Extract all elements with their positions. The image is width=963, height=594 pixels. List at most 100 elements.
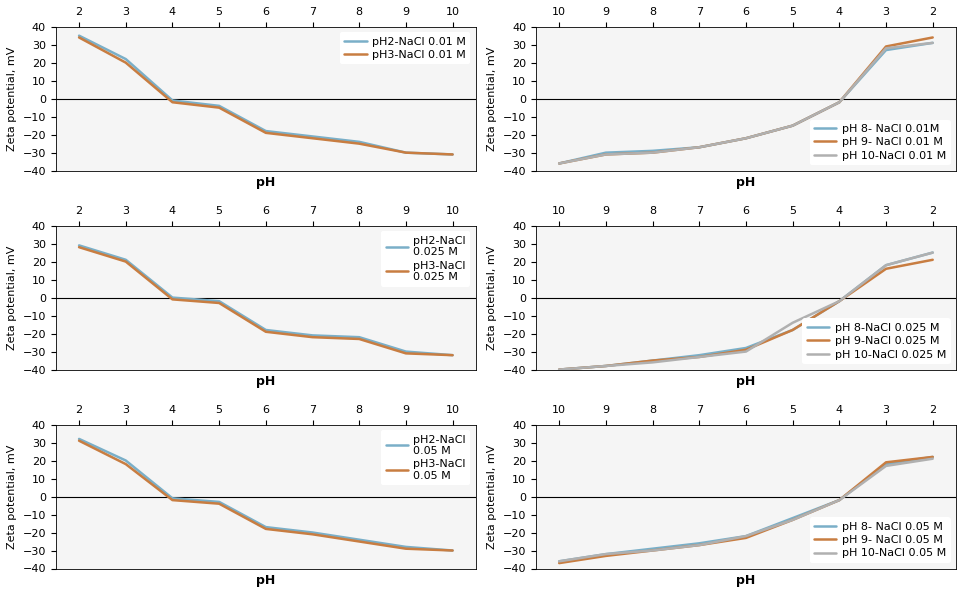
pH3-NaCl
0.025 M (353, 336, 365, 343)
Y-axis label: Zeta potential, mV: Zeta potential, mV (7, 46, 17, 151)
pH3-NaCl
0.025 M (73, 244, 85, 251)
X-axis label: pH: pH (737, 574, 756, 587)
Line: pH2-NaCl
0.05 M: pH2-NaCl 0.05 M (79, 439, 453, 551)
pH3-NaCl
0.05 M (447, 547, 458, 554)
pH 9-NaCl 0.025 M (600, 362, 612, 369)
pH 10-NaCl 0.05 M (880, 462, 892, 469)
pH3-NaCl 0.01 M (260, 129, 272, 137)
pH3-NaCl
0.05 M (307, 531, 319, 538)
pH 8- NaCl 0.05 M (693, 540, 705, 547)
X-axis label: pH: pH (256, 574, 275, 587)
Line: pH 10-NaCl 0.01 M: pH 10-NaCl 0.01 M (560, 43, 933, 163)
pH 9- NaCl 0.05 M (741, 535, 752, 542)
pH 10-NaCl 0.05 M (554, 558, 565, 565)
pH 10-NaCl 0.025 M (787, 319, 798, 326)
pH 8- NaCl 0.05 M (834, 497, 846, 504)
Line: pH 10-NaCl 0.05 M: pH 10-NaCl 0.05 M (560, 459, 933, 561)
Y-axis label: Zeta potential, mV: Zeta potential, mV (487, 46, 497, 151)
pH2-NaCl 0.01 M (120, 55, 132, 62)
pH 9-NaCl 0.025 M (693, 353, 705, 361)
pH3-NaCl
0.025 M (447, 352, 458, 359)
X-axis label: pH: pH (256, 375, 275, 388)
pH 9- NaCl 0.05 M (787, 516, 798, 523)
pH 8- NaCl 0.01M (647, 147, 659, 154)
pH2-NaCl
0.025 M (73, 242, 85, 249)
pH2-NaCl
0.05 M (120, 457, 132, 464)
pH 8- NaCl 0.01M (693, 144, 705, 151)
pH3-NaCl
0.025 M (307, 334, 319, 341)
pH2-NaCl
0.025 M (307, 332, 319, 339)
pH2-NaCl 0.01 M (401, 149, 412, 156)
pH2-NaCl
0.025 M (260, 327, 272, 334)
Line: pH 9- NaCl 0.05 M: pH 9- NaCl 0.05 M (560, 457, 933, 563)
X-axis label: pH: pH (737, 375, 756, 388)
pH 8- NaCl 0.05 M (927, 453, 939, 460)
pH 10-NaCl 0.025 M (741, 348, 752, 355)
pH2-NaCl 0.01 M (214, 102, 225, 109)
pH 10-NaCl 0.025 M (927, 249, 939, 256)
pH 9-NaCl 0.025 M (741, 346, 752, 353)
pH3-NaCl 0.01 M (73, 34, 85, 41)
pH 9- NaCl 0.05 M (834, 497, 846, 504)
Line: pH2-NaCl 0.01 M: pH2-NaCl 0.01 M (79, 36, 453, 154)
pH 10-NaCl 0.05 M (741, 533, 752, 540)
Line: pH 10-NaCl 0.025 M: pH 10-NaCl 0.025 M (560, 252, 933, 369)
pH 9- NaCl 0.01 M (880, 43, 892, 50)
pH3-NaCl
0.025 M (120, 258, 132, 265)
pH 10-NaCl 0.01 M (600, 151, 612, 158)
pH3-NaCl 0.01 M (353, 140, 365, 147)
pH 9- NaCl 0.01 M (927, 34, 939, 41)
Line: pH3-NaCl 0.01 M: pH3-NaCl 0.01 M (79, 37, 453, 154)
Line: pH3-NaCl
0.05 M: pH3-NaCl 0.05 M (79, 441, 453, 551)
pH2-NaCl
0.05 M (307, 529, 319, 536)
pH 10-NaCl 0.01 M (693, 144, 705, 151)
pH 8-NaCl 0.025 M (647, 357, 659, 364)
pH 9- NaCl 0.05 M (693, 542, 705, 549)
pH3-NaCl 0.01 M (167, 99, 178, 106)
pH 10-NaCl 0.05 M (647, 547, 659, 554)
pH3-NaCl
0.025 M (260, 328, 272, 336)
Legend: pH 8- NaCl 0.01M, pH 9- NaCl 0.01 M, pH 10-NaCl 0.01 M: pH 8- NaCl 0.01M, pH 9- NaCl 0.01 M, pH … (810, 119, 950, 165)
pH2-NaCl
0.05 M (353, 536, 365, 544)
pH 8-NaCl 0.025 M (787, 327, 798, 334)
pH 9- NaCl 0.01 M (741, 135, 752, 142)
pH 8- NaCl 0.05 M (880, 460, 892, 467)
pH2-NaCl
0.025 M (447, 352, 458, 359)
pH3-NaCl
0.05 M (73, 437, 85, 444)
pH 10-NaCl 0.01 M (647, 149, 659, 156)
pH 8-NaCl 0.025 M (693, 352, 705, 359)
pH3-NaCl
0.025 M (401, 350, 412, 357)
Line: pH 8-NaCl 0.025 M: pH 8-NaCl 0.025 M (560, 252, 933, 369)
pH 8- NaCl 0.05 M (741, 533, 752, 540)
pH3-NaCl
0.025 M (167, 296, 178, 303)
pH 8- NaCl 0.05 M (600, 551, 612, 558)
pH 8-NaCl 0.025 M (834, 298, 846, 305)
pH 10-NaCl 0.05 M (600, 551, 612, 558)
Legend: pH 8- NaCl 0.05 M, pH 9- NaCl 0.05 M, pH 10-NaCl 0.05 M: pH 8- NaCl 0.05 M, pH 9- NaCl 0.05 M, pH… (810, 517, 950, 563)
pH 8-NaCl 0.025 M (741, 345, 752, 352)
pH3-NaCl
0.05 M (214, 500, 225, 507)
pH3-NaCl
0.05 M (353, 538, 365, 545)
pH 10-NaCl 0.01 M (880, 45, 892, 52)
pH2-NaCl
0.025 M (120, 256, 132, 263)
pH2-NaCl 0.01 M (73, 32, 85, 39)
pH2-NaCl
0.05 M (214, 498, 225, 505)
pH 10-NaCl 0.025 M (600, 362, 612, 369)
pH 8- NaCl 0.05 M (787, 514, 798, 522)
pH2-NaCl
0.025 M (353, 334, 365, 341)
pH2-NaCl
0.025 M (401, 348, 412, 355)
pH 9- NaCl 0.05 M (880, 459, 892, 466)
pH2-NaCl
0.05 M (401, 544, 412, 551)
pH2-NaCl
0.025 M (214, 298, 225, 305)
Legend: pH 8-NaCl 0.025 M, pH 9-NaCl 0.025 M, pH 10-NaCl 0.025 M: pH 8-NaCl 0.025 M, pH 9-NaCl 0.025 M, pH… (802, 318, 950, 364)
Y-axis label: Zeta potential, mV: Zeta potential, mV (487, 444, 497, 549)
pH 9-NaCl 0.025 M (880, 266, 892, 273)
pH 10-NaCl 0.01 M (554, 160, 565, 167)
pH 10-NaCl 0.05 M (787, 516, 798, 523)
X-axis label: pH: pH (256, 176, 275, 189)
pH 10-NaCl 0.025 M (693, 353, 705, 361)
pH 10-NaCl 0.01 M (834, 99, 846, 106)
pH 9-NaCl 0.025 M (927, 256, 939, 263)
Line: pH2-NaCl
0.025 M: pH2-NaCl 0.025 M (79, 245, 453, 355)
pH 9-NaCl 0.025 M (787, 327, 798, 334)
